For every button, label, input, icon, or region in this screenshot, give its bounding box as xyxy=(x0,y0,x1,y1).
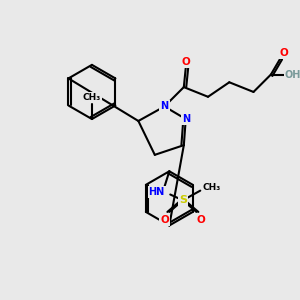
Text: O: O xyxy=(279,48,288,58)
Text: CH₃: CH₃ xyxy=(83,93,101,102)
Text: N: N xyxy=(182,114,190,124)
Text: O: O xyxy=(197,215,206,225)
Text: O: O xyxy=(182,57,190,67)
Text: O: O xyxy=(160,215,169,225)
Text: N: N xyxy=(160,101,169,112)
Text: OH: OH xyxy=(285,70,300,80)
Text: HN: HN xyxy=(148,187,165,196)
Text: S: S xyxy=(179,195,187,205)
Text: CH₃: CH₃ xyxy=(203,183,221,192)
